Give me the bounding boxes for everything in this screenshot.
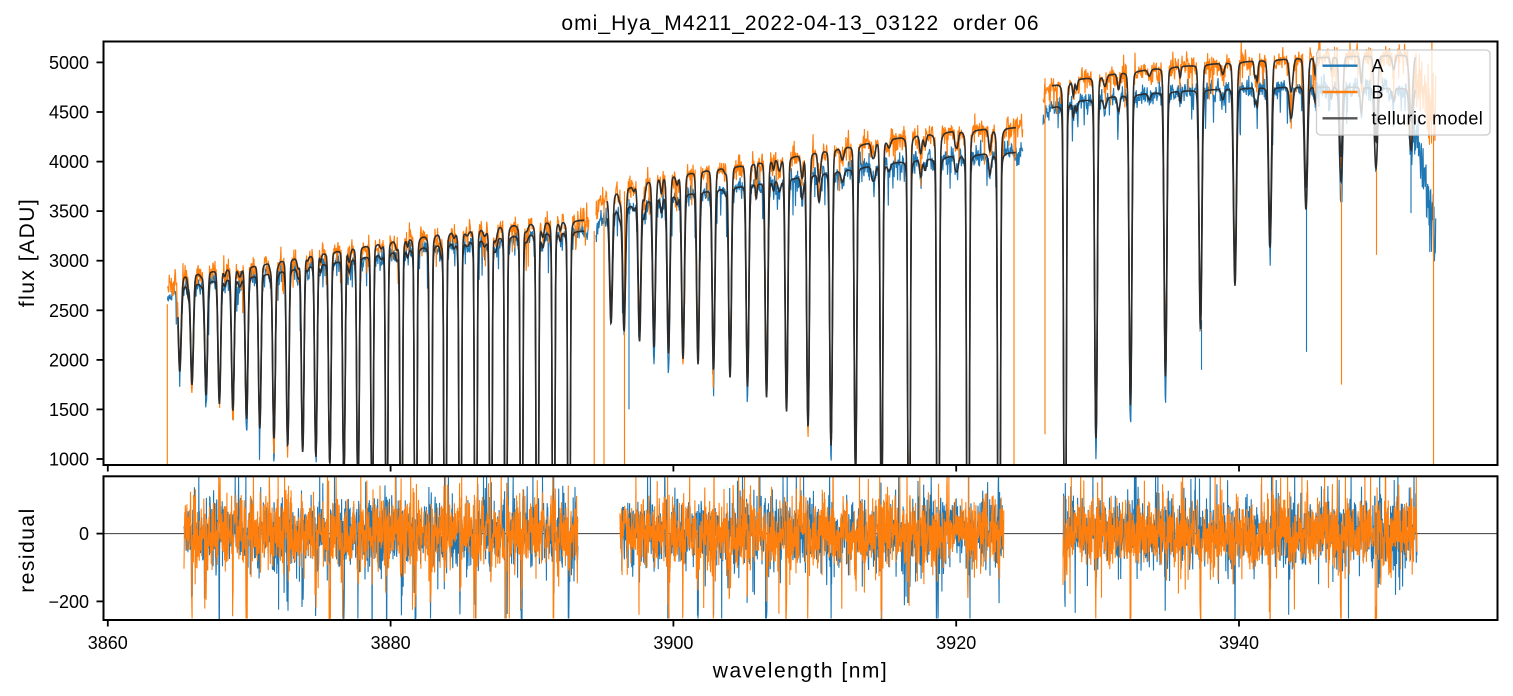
svg-text:1500: 1500 <box>49 400 89 420</box>
svg-text:flux [ADU]: flux [ADU] <box>16 198 39 308</box>
svg-text:3500: 3500 <box>49 202 89 222</box>
svg-text:wavelength [nm]: wavelength [nm] <box>712 660 888 683</box>
svg-text:3940: 3940 <box>1219 633 1259 653</box>
svg-text:5000: 5000 <box>49 53 89 73</box>
svg-text:telluric model: telluric model <box>1372 109 1484 129</box>
svg-text:3920: 3920 <box>936 633 976 653</box>
svg-text:3000: 3000 <box>49 251 89 271</box>
svg-text:B: B <box>1372 82 1384 102</box>
svg-text:4000: 4000 <box>49 152 89 172</box>
svg-text:4500: 4500 <box>49 103 89 123</box>
svg-text:0: 0 <box>79 524 89 544</box>
svg-text:1000: 1000 <box>49 450 89 470</box>
svg-text:3900: 3900 <box>653 633 693 653</box>
svg-text:3860: 3860 <box>88 633 128 653</box>
svg-text:−200: −200 <box>48 592 89 612</box>
svg-text:3880: 3880 <box>371 633 411 653</box>
svg-text:2500: 2500 <box>49 301 89 321</box>
svg-text:2000: 2000 <box>49 350 89 370</box>
svg-text:residual: residual <box>16 507 39 593</box>
svg-text:omi_Hya_M4211_2022-04-13_03122: omi_Hya_M4211_2022-04-13_03122 order 06 <box>561 12 1039 35</box>
svg-text:A: A <box>1372 56 1384 76</box>
